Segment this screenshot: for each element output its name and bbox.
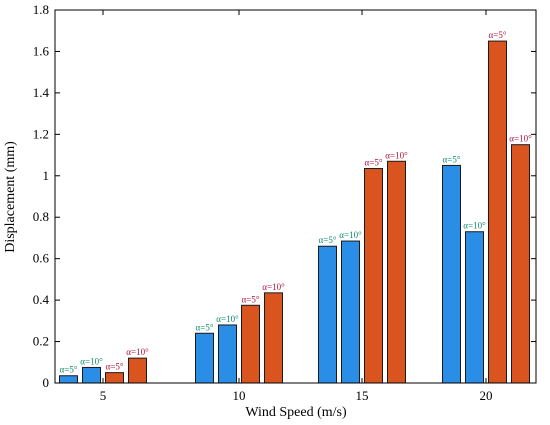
y-tick-label: 1.4 xyxy=(33,85,50,100)
bar xyxy=(511,144,530,384)
bar-label: α=10° xyxy=(463,221,486,231)
bar xyxy=(82,366,101,384)
bar xyxy=(341,240,360,384)
bar-label: α=10° xyxy=(339,230,362,240)
bar-label: α=5° xyxy=(60,365,78,375)
y-tick-label: 1.6 xyxy=(33,43,50,58)
bar xyxy=(318,245,337,384)
bar xyxy=(488,40,507,384)
y-tick-label: 0 xyxy=(43,375,50,390)
bar-label: α=10° xyxy=(262,282,285,292)
bar-label: α=5° xyxy=(319,235,337,245)
y-tick-label: 1.2 xyxy=(33,126,49,141)
y-tick-label: 1 xyxy=(43,168,50,183)
bar-label: α=5° xyxy=(242,294,260,304)
bar xyxy=(264,292,283,384)
y-axis-label: Displacement (mm) xyxy=(3,141,18,253)
bar-labels: α=5°α=5°α=5°α=5°α=10°α=10°α=10°α=10°α=5°… xyxy=(60,30,533,375)
bar xyxy=(442,164,461,384)
bar xyxy=(465,231,484,384)
bar xyxy=(195,332,214,384)
bars xyxy=(59,40,530,384)
bar xyxy=(387,160,406,384)
x-tick-label: 10 xyxy=(233,388,246,403)
bar xyxy=(105,372,124,384)
y-tick-label: 1.8 xyxy=(33,2,49,17)
y-tick-label: 0.2 xyxy=(33,334,49,349)
bar xyxy=(128,357,147,384)
x-tick-label: 5 xyxy=(100,388,107,403)
bar-label: α=5° xyxy=(106,362,124,372)
x-axis-ticks: 5 10 15 20 xyxy=(100,10,493,403)
y-tick-label: 0.6 xyxy=(33,251,50,266)
y-tick-label: 0.4 xyxy=(33,292,50,307)
y-tick-label: 0.8 xyxy=(33,209,49,224)
bar-label: α=5° xyxy=(443,154,461,164)
bar-label: α=10° xyxy=(126,347,149,357)
bar-label: α=10° xyxy=(216,314,239,324)
bar-label: α=5° xyxy=(196,322,214,332)
x-axis-label: Wind Speed (m/s) xyxy=(245,405,347,420)
x-tick-label: 15 xyxy=(356,388,369,403)
bar-label: α=10° xyxy=(385,150,408,160)
bar xyxy=(218,324,237,384)
y-axis-ticks: 0 0.2 0.4 0.6 0.8 1 1.2 1.4 1.6 1.8 xyxy=(33,2,536,390)
bar-label: α=10° xyxy=(509,134,532,144)
bar-label: α=5° xyxy=(365,158,383,168)
bar xyxy=(364,168,383,384)
bar-label: α=5° xyxy=(489,30,507,40)
bar-label: α=10° xyxy=(80,356,103,366)
x-tick-label: 20 xyxy=(480,388,493,403)
bar xyxy=(59,375,78,384)
bar xyxy=(241,304,260,384)
plot-frame xyxy=(54,9,537,384)
